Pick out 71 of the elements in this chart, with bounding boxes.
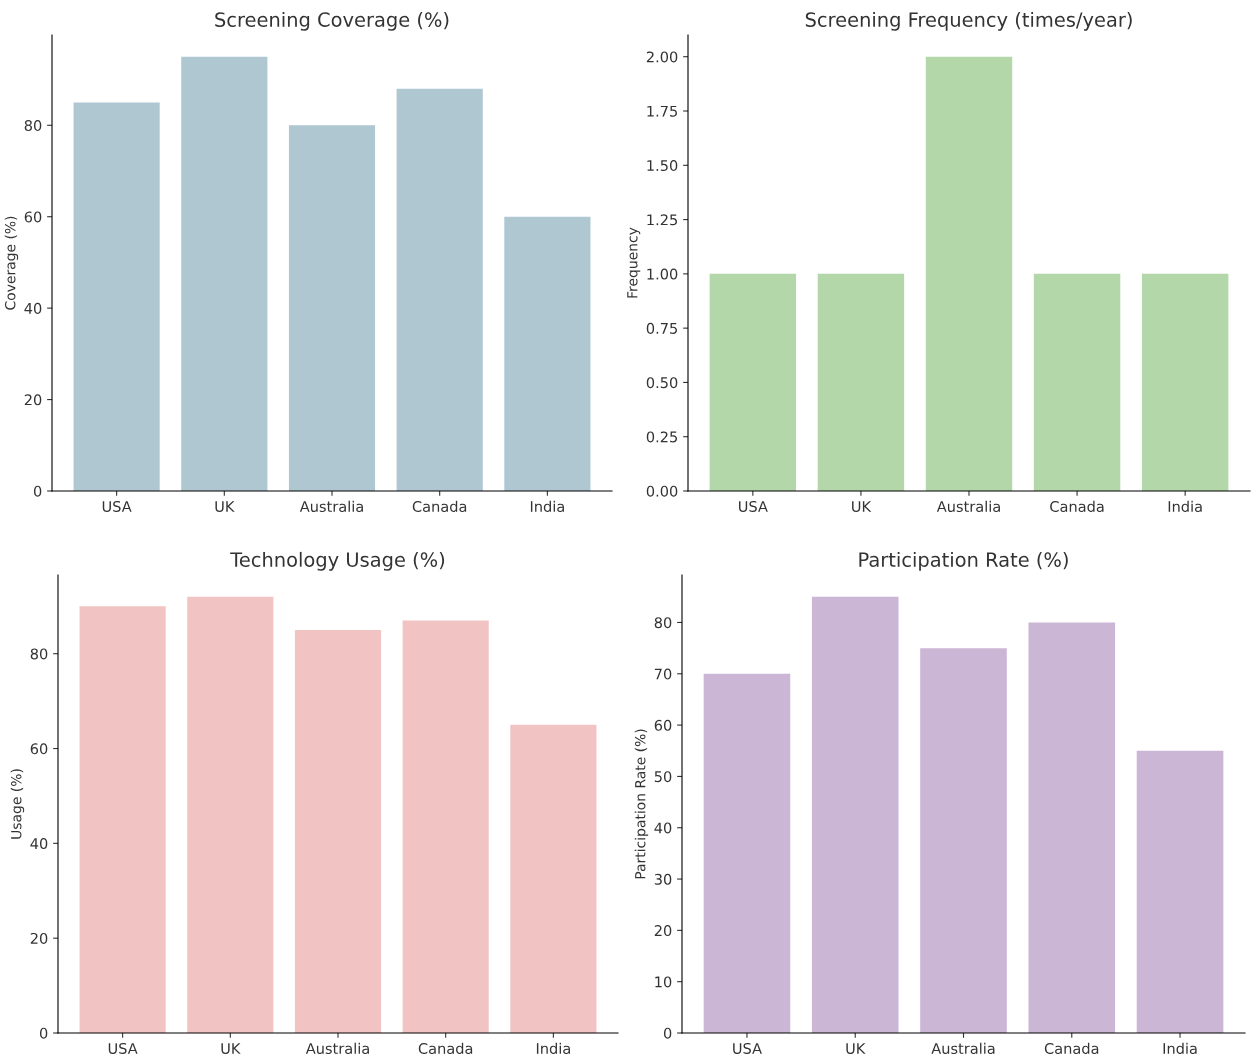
- x-tick-label: Canada: [412, 500, 467, 513]
- y-tick-label: 10: [655, 976, 672, 988]
- bar: [294, 630, 382, 1033]
- x-tick-label: Australia: [936, 500, 1000, 513]
- y-tick-label: 40: [654, 822, 672, 834]
- y-tick-label: 30: [654, 873, 672, 885]
- y-axis-title: Coverage (%): [4, 216, 19, 310]
- y-tick-label: 20: [654, 925, 672, 937]
- y-tick-label: 50: [654, 771, 672, 783]
- y-tick-label: 70: [654, 668, 672, 680]
- bar: [288, 125, 376, 491]
- y-tick-label: 40: [24, 302, 42, 314]
- y-tick-label: 60: [30, 743, 48, 755]
- y-tick-label: 0.25: [646, 431, 677, 443]
- bar: [73, 102, 160, 491]
- bar: [504, 216, 591, 491]
- x-tick-label: UK: [221, 1043, 241, 1054]
- x-tick-label: India: [536, 1042, 570, 1054]
- y-tick-label: 0.00: [646, 485, 678, 497]
- y-tick-label: 1.25: [647, 214, 677, 226]
- bar: [1028, 622, 1116, 1033]
- y-tick-label: 0: [39, 1027, 48, 1039]
- y-tick-label: 2.00: [646, 51, 678, 63]
- x-tick-label: India: [530, 500, 564, 513]
- x-tick-label: Canada: [1044, 1042, 1099, 1054]
- y-tick-label: 60: [654, 719, 672, 731]
- x-tick-label: Australia: [299, 500, 363, 513]
- y-tick-label: 0.75: [646, 322, 677, 334]
- bar: [402, 620, 489, 1033]
- chart-title: Screening Frequency (times/year): [805, 11, 1132, 31]
- x-tick-label: Australia: [305, 1042, 369, 1054]
- chart-title: Technology Usage (%): [230, 551, 445, 571]
- x-tick-label: Canada: [418, 1042, 473, 1054]
- y-tick-label: 80: [24, 120, 42, 132]
- x-tick-label: UK: [846, 1043, 866, 1054]
- x-tick-label: USA: [102, 500, 132, 513]
- y-tick-label: 80: [30, 648, 48, 660]
- bar: [396, 88, 483, 491]
- x-tick-label: USA: [733, 1042, 762, 1054]
- y-tick-label: 1.50: [647, 160, 678, 172]
- bar: [920, 648, 1007, 1033]
- y-tick-label: 0: [663, 1027, 672, 1039]
- y-tick-label: 20: [24, 394, 42, 406]
- y-tick-label: 20: [30, 932, 48, 944]
- bar: [187, 596, 274, 1033]
- y-tick-label: 80: [654, 617, 672, 629]
- x-tick-label: India: [1168, 500, 1202, 513]
- x-tick-label: USA: [108, 1042, 138, 1054]
- bar: [811, 596, 899, 1033]
- y-tick-label: 1.75: [647, 105, 677, 117]
- bar: [510, 724, 597, 1033]
- y-axis-title: Usage (%): [10, 769, 25, 839]
- y-tick-label: 0: [33, 485, 42, 497]
- chart-title: Screening Coverage (%): [215, 11, 449, 31]
- y-tick-label: 40: [30, 838, 48, 850]
- x-tick-label: India: [1163, 1042, 1197, 1054]
- y-tick-label: 60: [24, 211, 42, 223]
- x-tick-label: UK: [215, 501, 235, 513]
- x-tick-label: USA: [739, 500, 768, 513]
- bar: [181, 56, 268, 491]
- bar: [1136, 750, 1224, 1033]
- chart-title: Participation Rate (%): [859, 551, 1068, 571]
- y-axis-title: Frequency: [627, 227, 641, 298]
- y-axis-title: Participation Rate (%): [634, 729, 649, 879]
- x-tick-label: UK: [852, 501, 872, 513]
- y-tick-label: 1.00: [647, 268, 678, 280]
- x-tick-label: Canada: [1050, 500, 1104, 513]
- bar: [703, 673, 791, 1033]
- x-tick-label: Australia: [931, 1042, 995, 1054]
- y-tick-label: 0.50: [646, 377, 678, 389]
- bar: [79, 606, 166, 1033]
